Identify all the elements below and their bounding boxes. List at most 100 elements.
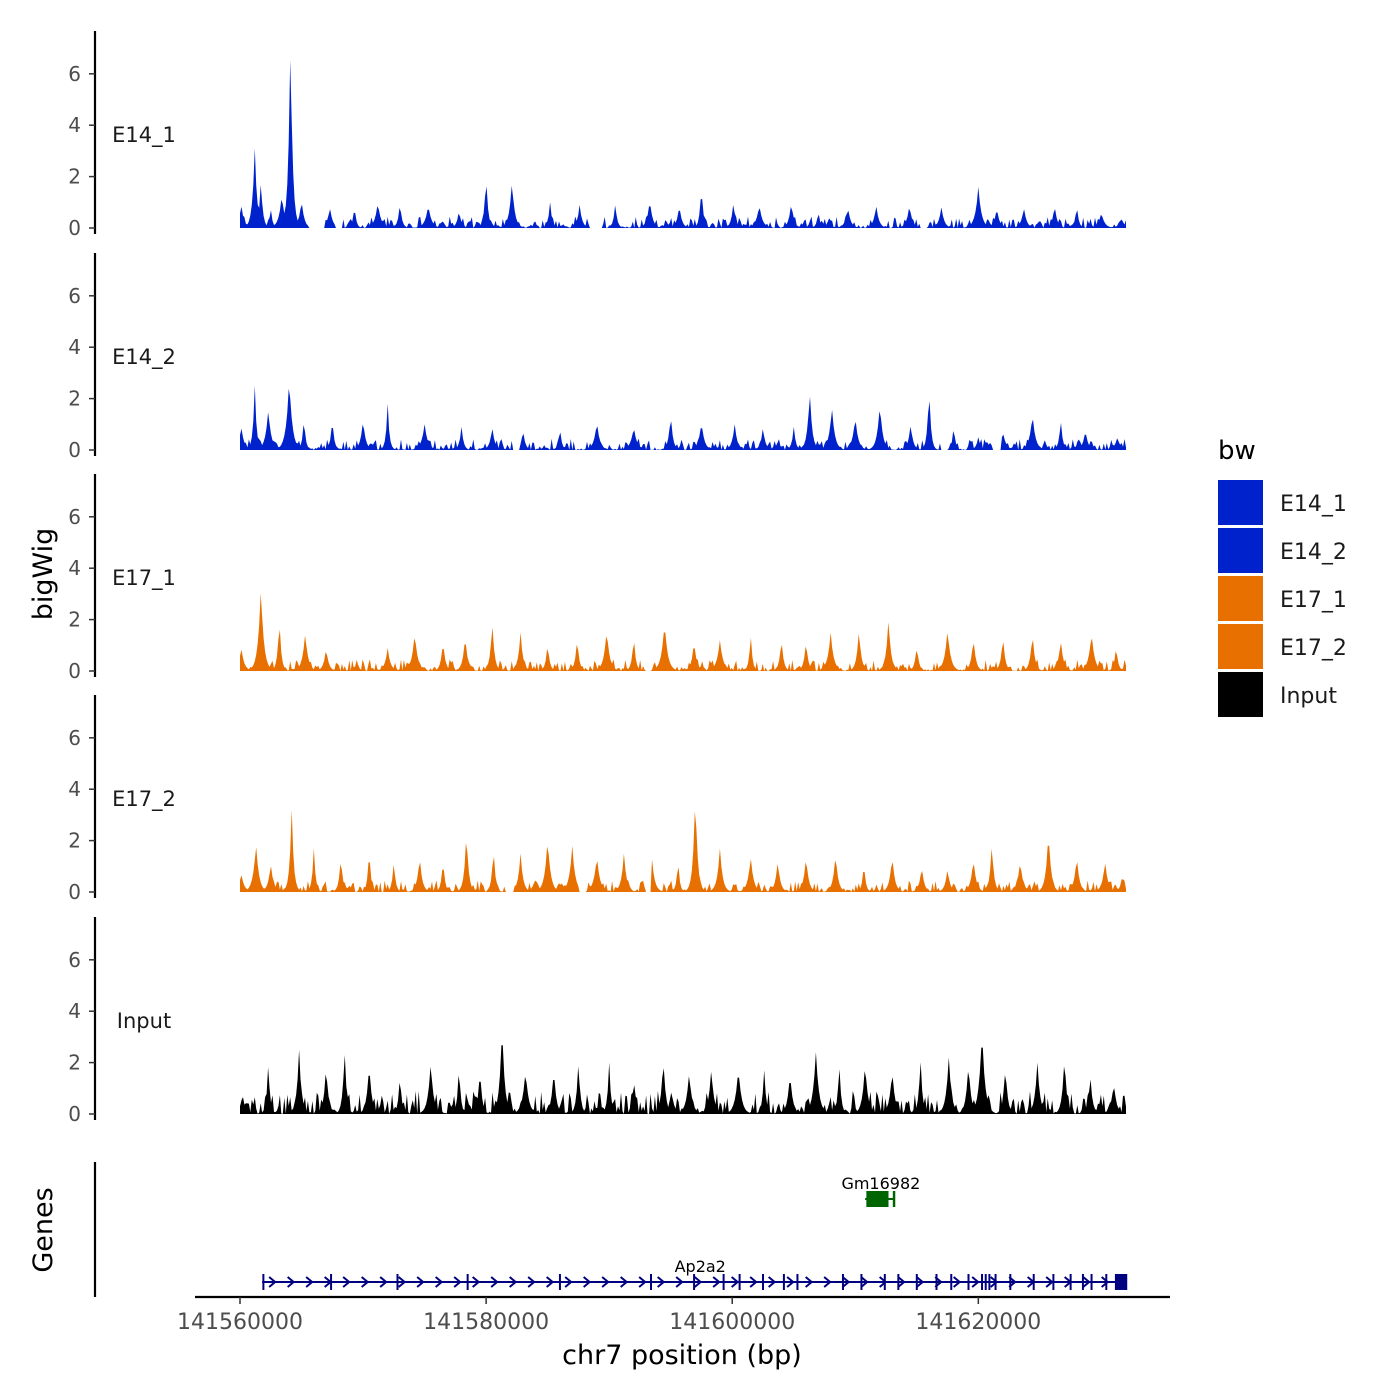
y-tick-label: 4: [68, 777, 81, 801]
strand-arrow: [583, 1276, 592, 1288]
y-tick-label: 6: [68, 505, 81, 529]
strand-arrow: [897, 1276, 906, 1288]
gene-Ap2a2: Ap2a2: [262, 1257, 1128, 1290]
track-label: E17_2: [112, 787, 176, 812]
x-axis-title: chr7 position (bp): [562, 1340, 802, 1371]
strand-arrow: [379, 1276, 388, 1288]
strand-arrow: [1082, 1276, 1091, 1288]
exon-box: [1114, 1274, 1128, 1290]
x-axis: 141560000 141580000 141600000 141620000: [177, 1295, 1170, 1335]
coverage-area-E14_2: [240, 385, 1126, 450]
legend-label: E14_1: [1280, 492, 1347, 517]
strand-arrow: [805, 1276, 814, 1288]
y-tick-label: 2: [68, 608, 81, 632]
legend-label: E17_1: [1280, 588, 1347, 613]
legend-swatch: [1218, 672, 1263, 717]
strand-arrow: [842, 1276, 851, 1288]
coverage-area-E17_1: [240, 593, 1126, 671]
legend-label: Input: [1280, 684, 1337, 709]
legend-entry-E14_1: E14_1: [1218, 480, 1347, 525]
strand-arrow: [564, 1276, 573, 1288]
y-tick-label: 6: [68, 948, 81, 972]
x-tick-label: 141580000: [423, 1310, 549, 1335]
strand-arrow: [786, 1276, 795, 1288]
strand-arrow: [472, 1276, 481, 1288]
y-tick-label: 6: [68, 62, 81, 86]
track-label: E14_2: [112, 345, 176, 370]
legend-swatch: [1218, 576, 1263, 621]
y-tick-label: 0: [68, 1102, 81, 1126]
exon-box: [892, 1191, 896, 1207]
legend-entry-Input: Input: [1218, 672, 1337, 717]
legend: bw E14_1 E14_2 E17_1 E17_2 Input: [1218, 436, 1347, 717]
track-E17_2: 0 2 4 6 E17_2: [68, 695, 1126, 904]
y-tick-label: 0: [68, 216, 81, 240]
track-E14_1: 0 2 4 6 E14_1: [68, 31, 1126, 240]
strand-arrow: [453, 1276, 462, 1288]
legend-swatch: [1218, 480, 1263, 525]
strand-arrow: [435, 1276, 444, 1288]
legend-label: E14_2: [1280, 540, 1347, 565]
y-tick-label: 0: [68, 659, 81, 683]
strand-arrow: [305, 1276, 314, 1288]
strand-arrow: [620, 1276, 629, 1288]
strand-arrow: [287, 1276, 296, 1288]
strand-arrow: [953, 1276, 962, 1288]
strand-arrow: [509, 1276, 518, 1288]
gene-label: Ap2a2: [675, 1257, 726, 1276]
legend-entry-E17_1: E17_1: [1218, 576, 1347, 621]
strand-arrow: [675, 1276, 684, 1288]
y-tick-label: 4: [68, 999, 81, 1023]
strand-arrow: [268, 1276, 277, 1288]
strand-arrow: [731, 1276, 740, 1288]
y-tick-label: 2: [68, 1051, 81, 1075]
track-E17_1: 0 2 4 6 E17_1: [68, 474, 1126, 683]
strand-arrow: [749, 1276, 758, 1288]
legend-swatch: [1218, 624, 1263, 669]
legend-entries: E14_1 E14_2 E17_1 E17_2 Input: [1218, 480, 1347, 717]
x-tick-label: 141620000: [915, 1310, 1041, 1335]
strand-arrow: [823, 1276, 832, 1288]
strand-arrow: [527, 1276, 536, 1288]
y-tick-label: 2: [68, 165, 81, 189]
strand-arrow: [971, 1276, 980, 1288]
strand-arrow: [342, 1276, 351, 1288]
y-tick-label: 4: [68, 556, 81, 580]
strand-arrow: [694, 1276, 703, 1288]
y-tick-label: 0: [68, 880, 81, 904]
y-tick-label: 4: [68, 113, 81, 137]
track-Input: 0 2 4 6 Input: [68, 917, 1126, 1126]
coverage-area-E14_1: [240, 60, 1126, 229]
genes-panel: Gm16982 Ap2a2: [93, 1162, 1128, 1297]
y-tick-label: 2: [68, 387, 81, 411]
track-label: E14_1: [112, 123, 176, 148]
track-panels: 0 2 4 6 E14_1 0 2 4 6 E14_2 0 2 4 6 E17_1 0 2 4 6 E17_2 0 2 4 6…: [68, 31, 1126, 1126]
y-tick-label: 0: [68, 438, 81, 462]
coverage-area-E17_2: [240, 809, 1126, 892]
gene-Gm16982: Gm16982: [841, 1174, 920, 1207]
strand-arrow: [768, 1276, 777, 1288]
track-E14_2: 0 2 4 6 E14_2: [68, 253, 1126, 462]
x-tick-label: 141560000: [177, 1310, 303, 1335]
strand-arrow: [712, 1276, 721, 1288]
y-axis-title: bigWig: [28, 528, 59, 621]
strand-arrow: [601, 1276, 610, 1288]
genes-axis-title: Genes: [28, 1187, 59, 1272]
strand-arrow: [916, 1276, 925, 1288]
strand-arrow: [1045, 1276, 1054, 1288]
track-label: E17_1: [112, 566, 176, 591]
x-tick-label: 141600000: [669, 1310, 795, 1335]
y-tick-label: 2: [68, 829, 81, 853]
strand-arrow: [416, 1276, 425, 1288]
legend-title: bw: [1218, 436, 1256, 466]
strand-arrow: [1101, 1276, 1110, 1288]
legend-entry-E17_2: E17_2: [1218, 624, 1347, 669]
legend-label: E17_2: [1280, 636, 1347, 661]
y-tick-label: 4: [68, 335, 81, 359]
exon-box: [866, 1191, 889, 1207]
strand-arrow: [657, 1276, 666, 1288]
coverage-area-Input: [240, 1045, 1126, 1114]
strand-arrow: [361, 1276, 370, 1288]
legend-entry-E14_2: E14_2: [1218, 528, 1347, 573]
